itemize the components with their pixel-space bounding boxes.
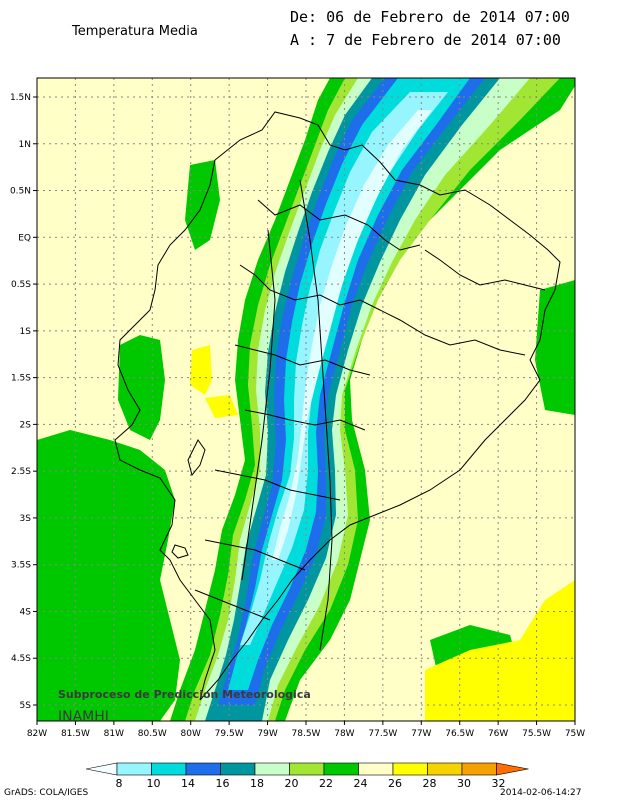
- colorbar-label: 28: [423, 777, 437, 790]
- lat-tick-label: 4S: [20, 607, 32, 617]
- colorbar-label: 24: [354, 777, 368, 790]
- grads-credit: GrADS: COLA/IGES: [4, 788, 89, 798]
- longitude-ticks: 82W 81.5W 81W 80.5W 80W 79.5W 79W 78.5W 78W 77.5W…: [27, 721, 585, 739]
- colorbar-arrow-high: [496, 762, 529, 776]
- colorbar-label: 32: [492, 777, 506, 790]
- lon-tick-label: 79W: [257, 729, 277, 739]
- country-boundaries: [114, 111, 561, 701]
- colorbar-box: [427, 762, 463, 776]
- lon-tick-label: 77.5W: [368, 729, 397, 739]
- colorbar-label: 18: [250, 777, 264, 790]
- colorbar-label: 8: [116, 777, 123, 790]
- lat-tick-label: 2S: [20, 420, 32, 430]
- lon-tick-label: 82W: [27, 729, 47, 739]
- lon-tick-label: 81.5W: [61, 729, 90, 739]
- lon-tick-label: 79.5W: [215, 729, 244, 739]
- colorbar-label: 16: [216, 777, 230, 790]
- latitude-ticks: 1.5N 1N 0.5N EQ 0.5S 1S 1.5S 2S 2.5S 3S 3.5S 4S 4.5S…: [10, 93, 37, 711]
- lon-tick-label: 78.5W: [292, 729, 321, 739]
- timestamp: 2014-02-06-14:27: [500, 788, 582, 798]
- colorbar-label: 22: [319, 777, 333, 790]
- colorbar-label: 14: [181, 777, 195, 790]
- lat-tick-label: 1S: [20, 327, 32, 337]
- southeast-warm-yellow: [425, 580, 575, 721]
- watermark-line1: Subproceso de Prediccion Meteorologica: [58, 688, 311, 701]
- lon-tick-label: 78W: [334, 729, 354, 739]
- colorbar-box: [254, 762, 290, 776]
- date-from: De: 06 de Febrero de 2014 07:00: [290, 8, 570, 26]
- lat-tick-label: 3.5S: [11, 561, 31, 571]
- lon-tick-label: 75W: [565, 729, 585, 739]
- colorbar-box: [151, 762, 187, 776]
- lat-tick-label: 1N: [19, 140, 31, 150]
- colorbar-box: [220, 762, 256, 776]
- map-title: Temperatura Media: [72, 24, 198, 39]
- colorbar-box: [289, 762, 325, 776]
- colorbar-box: [461, 762, 497, 776]
- lon-tick-label: 76W: [488, 729, 508, 739]
- west-yellow-spot: [190, 345, 212, 395]
- lat-tick-label: 3S: [20, 514, 32, 524]
- lat-tick-label: 0.5S: [11, 280, 31, 290]
- colorbar-label: 26: [388, 777, 402, 790]
- lon-tick-label: 75.5W: [522, 729, 551, 739]
- lat-tick-label: 1.5S: [11, 374, 31, 384]
- colorbar: 8 10 14 16 18 20 22 24 26 28 30 32: [85, 762, 529, 790]
- colorbar-label: 20: [285, 777, 299, 790]
- lon-tick-label: 80W: [181, 729, 201, 739]
- lon-tick-label: 77W: [411, 729, 431, 739]
- colorbar-label: 10: [147, 777, 161, 790]
- lon-tick-label: 81W: [104, 729, 124, 739]
- colorbar-box: [185, 762, 221, 776]
- colorbar-box: [116, 762, 152, 776]
- gulf-yellow-spot: [205, 395, 238, 418]
- lon-tick-label: 80.5W: [138, 729, 167, 739]
- east-green-patch: [535, 280, 575, 415]
- watermark-line2: INAMHI: [58, 709, 109, 725]
- andes-band-8: [272, 110, 432, 560]
- lat-tick-label: EQ: [18, 233, 31, 243]
- coastal-green-strip: [118, 335, 165, 440]
- colorbar-box: [392, 762, 428, 776]
- colorbar-arrow-low: [85, 762, 118, 776]
- lat-tick-label: 5S: [20, 701, 32, 711]
- ocean-warm-zone: [37, 430, 180, 721]
- lat-tick-label: 2.5S: [11, 467, 31, 477]
- lat-tick-label: 4.5S: [11, 654, 31, 664]
- date-to: A : 7 de Febrero de 2014 07:00: [290, 31, 561, 49]
- lon-tick-label: 76.5W: [445, 729, 474, 739]
- lat-tick-label: 1.5N: [10, 93, 31, 103]
- colorbar-box: [323, 762, 359, 776]
- colorbar-label: 30: [457, 777, 471, 790]
- colorbar-box: [358, 762, 394, 776]
- lat-tick-label: 0.5N: [10, 187, 31, 197]
